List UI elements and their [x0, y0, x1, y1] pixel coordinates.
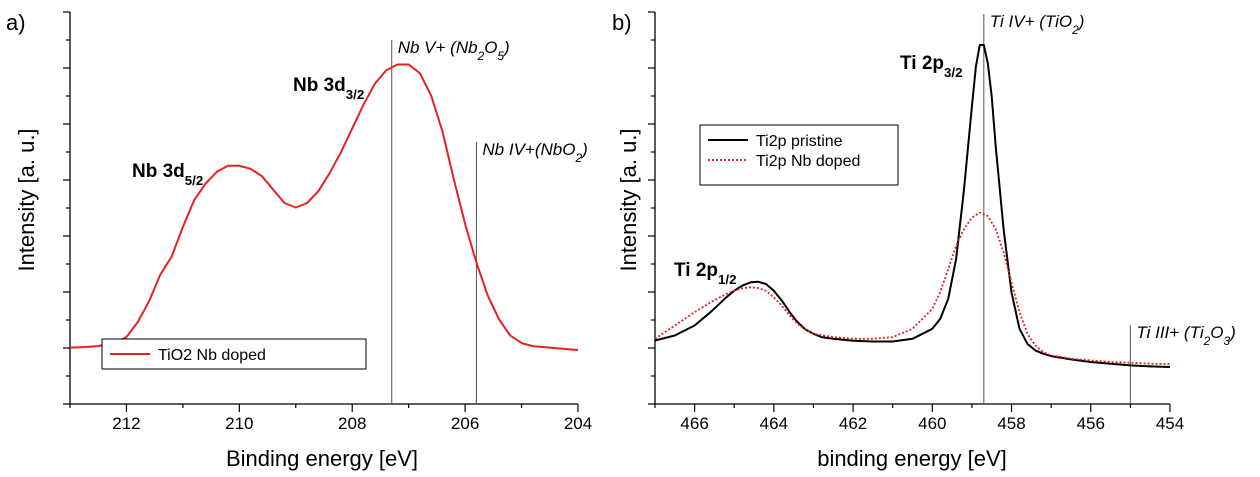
panel-a-legend-label: TiO2 Nb doped [158, 347, 266, 364]
panel-b-peak-label: Ti 2p3/2 [900, 53, 963, 80]
panel-b-series-line [654, 211, 1171, 365]
panel-a-x-axis-title: Binding energy [eV] [226, 446, 418, 471]
panel-b-y-axis-title: Intensity [a. u.] [616, 128, 641, 271]
panel-a-x-tick-label: 208 [338, 414, 366, 433]
panel-b-peak-label: Ti 2p1/2 [674, 260, 737, 287]
panel-b-legend [699, 124, 899, 186]
panel-b-x-tick-label: 454 [1156, 414, 1184, 433]
panel-b-x-axis-title: binding energy [eV] [817, 446, 1007, 471]
panel-b-plot-area: 466 464 462 460 458 456 454 Ti IV+ (TiO2) Ti III… [648, 11, 1236, 433]
panel-a-series-line [69, 63, 579, 351]
panel-b: b) 466 464 462 460 458 456 454 Ti IV+ (TiO2) Ti … [612, 10, 1236, 471]
panel-a-x-tick-label: 210 [225, 414, 253, 433]
panel-b-legend-label: Ti2p pristine [756, 133, 843, 150]
panel-b-x-tick-label: 458 [997, 414, 1025, 433]
panel-b-x-tick-label: 456 [1077, 414, 1105, 433]
panel-a-x-tick-label: 206 [451, 414, 479, 433]
panel-b-x-tick-label: 460 [918, 414, 946, 433]
panel-b-legend-label: Ti2p Nb doped [756, 153, 860, 170]
panel-a-reference-label: Nb IV+(NbO2) [482, 140, 587, 165]
panel-b-x-tick-label: 464 [760, 414, 788, 433]
panel-a-peak-label: Nb 3d5/2 [132, 161, 203, 188]
panel-a-label: a) [6, 10, 26, 35]
panel-a-y-axis-title: Intensity [a. u.] [14, 128, 39, 271]
panel-b-x-tick-label: 466 [680, 414, 708, 433]
panel-a: a) 212 210 208 206 204 Nb V+ (Nb2O5) Nb IV+(Nb… [6, 10, 592, 471]
panel-b-reference-label: Ti IV+ (TiO2) [990, 12, 1085, 37]
panel-b-series-line [654, 44, 1171, 368]
panel-a-reference-label: Nb V+ (Nb2O5) [398, 38, 510, 63]
panel-a-plot-area: 212 210 208 206 204 Nb V+ (Nb2O5) Nb IV+(NbO2)… [63, 11, 592, 433]
panel-b-reference-label: Ti III+ (Ti2O3) [1136, 323, 1235, 348]
panel-a-x-tick-label: 204 [564, 414, 592, 433]
panel-a-peak-label: Nb 3d3/2 [293, 75, 364, 102]
panel-b-label: b) [612, 10, 632, 35]
panel-a-x-tick-label: 212 [112, 414, 140, 433]
panel-b-x-tick-label: 462 [839, 414, 867, 433]
